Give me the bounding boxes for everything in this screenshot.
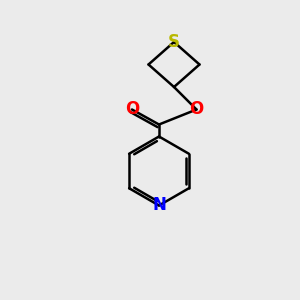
Text: O: O	[189, 100, 204, 118]
Text: N: N	[152, 196, 166, 214]
Text: O: O	[125, 100, 139, 118]
Text: S: S	[168, 33, 180, 51]
